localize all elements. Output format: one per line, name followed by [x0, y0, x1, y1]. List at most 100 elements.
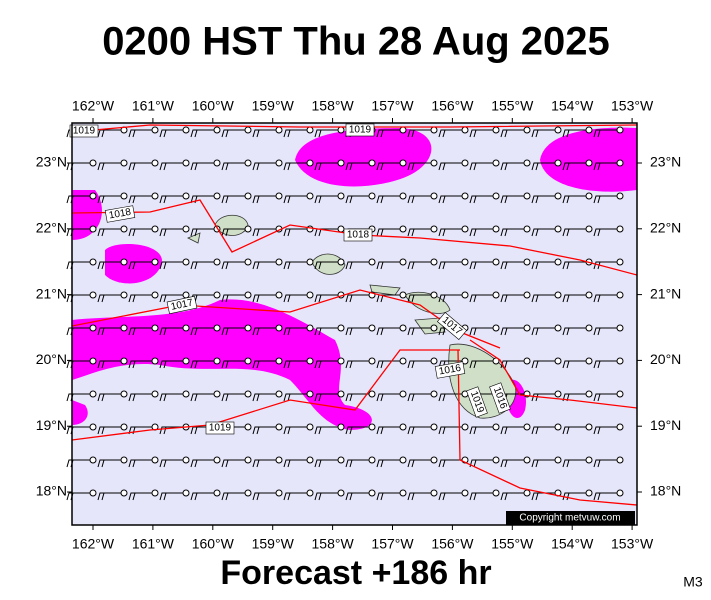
station — [182, 456, 190, 464]
isobar-label-box — [205, 421, 235, 435]
wind-barb — [128, 261, 152, 270]
station — [337, 258, 345, 266]
station — [616, 357, 624, 365]
wind-barb — [500, 195, 524, 204]
station — [213, 489, 221, 497]
station — [89, 357, 97, 365]
station — [244, 423, 252, 431]
wind-barb — [500, 492, 524, 501]
wind-barb — [562, 426, 586, 435]
wind-barb — [159, 327, 183, 336]
wind-barb — [593, 459, 617, 468]
station — [213, 324, 221, 332]
wind-barb — [252, 492, 276, 501]
station — [275, 324, 283, 332]
station — [554, 159, 562, 167]
station — [492, 489, 500, 497]
station — [151, 159, 159, 167]
wind-barb — [469, 294, 493, 303]
wind-barb — [97, 228, 121, 237]
isobar-label: 1016 — [434, 361, 466, 379]
wind-barb — [593, 162, 617, 171]
station — [430, 489, 438, 497]
station — [306, 489, 314, 497]
lon-label: 157°W — [371, 536, 414, 552]
station — [492, 291, 500, 299]
station — [89, 192, 97, 200]
wind-barb — [407, 195, 431, 204]
wind-barb — [314, 459, 338, 468]
wind-barb — [97, 294, 121, 303]
station — [182, 324, 190, 332]
wind-barb — [407, 228, 431, 237]
wind-barb — [345, 360, 369, 369]
wind-barb — [500, 162, 524, 171]
station — [492, 192, 500, 200]
wind-barb — [500, 459, 524, 468]
wind-barb — [252, 261, 276, 270]
station — [492, 324, 500, 332]
station — [306, 357, 314, 365]
wind-barb — [469, 195, 493, 204]
wind-barb — [345, 195, 369, 204]
wind-barb — [97, 327, 121, 336]
wind-barb — [283, 129, 307, 138]
station — [430, 126, 438, 134]
lon-label: 162°W — [72, 536, 115, 552]
wind-barb — [345, 393, 369, 402]
station — [585, 489, 593, 497]
station — [492, 423, 500, 431]
station — [554, 423, 562, 431]
station — [275, 423, 283, 431]
station — [585, 423, 593, 431]
station — [89, 423, 97, 431]
wind-barb — [469, 327, 493, 336]
isobar-label-box — [166, 295, 198, 315]
wind-barb — [376, 459, 400, 468]
station — [523, 489, 531, 497]
wind-barb — [562, 492, 586, 501]
station — [306, 258, 314, 266]
wind-barb — [190, 162, 214, 171]
station — [523, 456, 531, 464]
station — [585, 291, 593, 299]
station — [337, 423, 345, 431]
station — [461, 159, 469, 167]
station — [616, 126, 624, 134]
wind-barb — [283, 195, 307, 204]
station — [430, 192, 438, 200]
station — [399, 423, 407, 431]
wind-barb — [376, 261, 400, 270]
wind-barb — [407, 459, 431, 468]
wind-barb — [562, 261, 586, 270]
model-label: M3 — [683, 574, 703, 590]
lon-label: 155°W — [491, 98, 534, 114]
station — [616, 324, 624, 332]
station — [430, 225, 438, 233]
station — [399, 357, 407, 365]
station — [461, 192, 469, 200]
station — [337, 357, 345, 365]
station — [523, 225, 531, 233]
lat-label: 19°N — [650, 417, 681, 433]
wind-barb — [283, 228, 307, 237]
station — [120, 324, 128, 332]
station — [306, 423, 314, 431]
isobar-label-box — [345, 123, 375, 137]
isobar-label: 1018 — [104, 205, 136, 223]
lon-label: 162°W — [72, 98, 115, 114]
wind-barb — [376, 129, 400, 138]
station — [120, 456, 128, 464]
wind-barb — [593, 228, 617, 237]
wind-barb — [407, 492, 431, 501]
lat-label: 23°N — [650, 154, 681, 170]
station — [151, 258, 159, 266]
station — [585, 456, 593, 464]
wind-barb — [469, 360, 493, 369]
station — [616, 390, 624, 398]
wind-barb — [159, 195, 183, 204]
wind-barb — [190, 195, 214, 204]
lon-label: 156°W — [431, 98, 474, 114]
station — [120, 489, 128, 497]
station — [523, 324, 531, 332]
